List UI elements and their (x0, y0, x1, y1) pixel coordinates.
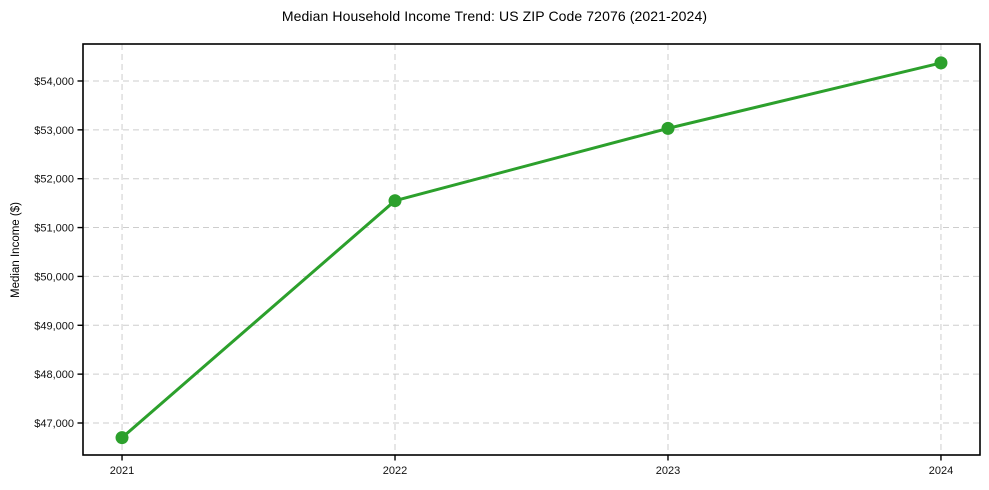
y-tick-label: $52,000 (34, 174, 74, 186)
x-tick-label: 2021 (110, 465, 134, 477)
trend-line (120, 61, 943, 440)
data-point-2021 (115, 431, 129, 445)
axes-frame (82, 43, 981, 456)
y-tick-label: $49,000 (34, 320, 74, 332)
y-tick-label: $47,000 (34, 418, 74, 430)
x-tick-label: 2022 (383, 465, 407, 477)
x-tick-label: 2023 (656, 465, 680, 477)
y-tick-label: $51,000 (34, 223, 74, 235)
y-tick-label: $54,000 (34, 76, 74, 88)
chart-title: Median Household Income Trend: US ZIP Co… (281, 8, 708, 24)
y-tick-label: $48,000 (34, 369, 74, 381)
y-tick-label: $53,000 (34, 125, 74, 137)
data-point-2024 (934, 56, 948, 70)
data-point-2022 (388, 194, 402, 208)
x-tick-label: 2024 (929, 465, 953, 477)
data-point-2023 (661, 121, 675, 135)
y-tick-label: $50,000 (34, 271, 74, 283)
